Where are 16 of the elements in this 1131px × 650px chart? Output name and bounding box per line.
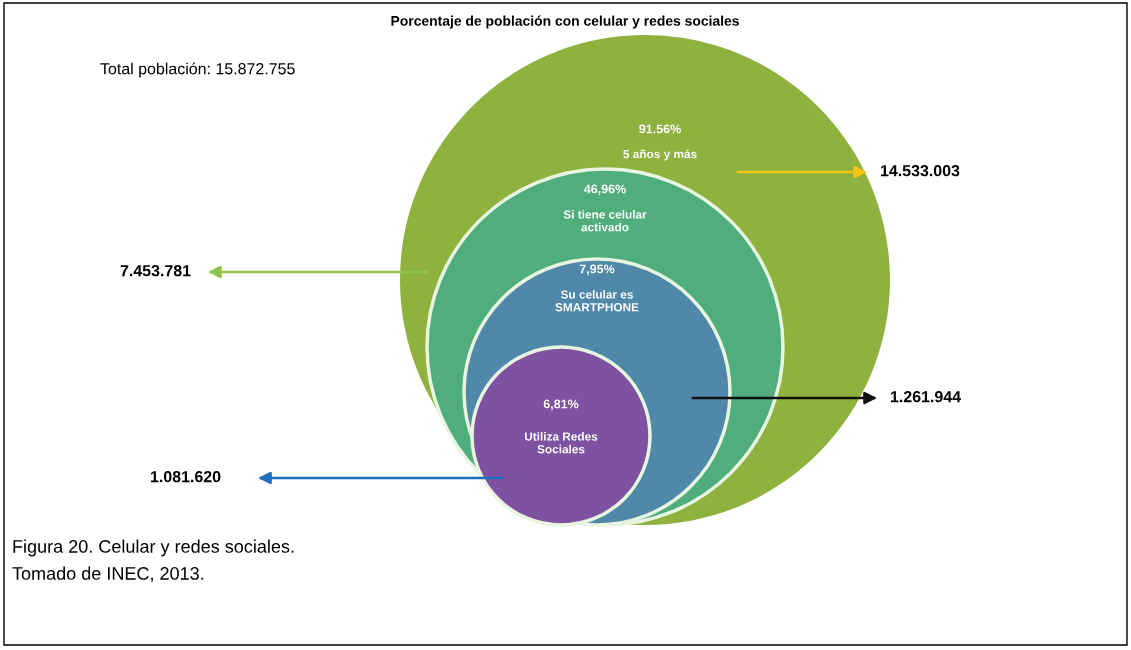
category-label: Si tiene celular activado (563, 210, 647, 232)
category-label: Su celular es SMARTPHONE (555, 290, 639, 312)
data-label: 91.56% (639, 124, 681, 134)
text: Total población: 15.872.755 (100, 62, 295, 78)
text: 1.261.944 (891, 390, 961, 403)
category-label: 5 años y más (623, 149, 697, 161)
text: Figura 20. Celular y redes sociales. (13, 539, 294, 557)
data-label: 46,96% (583, 184, 626, 196)
data-label: 7,95% (579, 264, 615, 276)
text: 1.081.620 (151, 470, 221, 483)
text: Tomado de INEC, 2013. (12, 566, 204, 582)
text: 14.533.003 (881, 164, 960, 177)
text: 7.453.781 (120, 264, 191, 277)
category-label: Utiliza Redes Sociales (524, 432, 598, 454)
text: Porcentaje de población con celular y redes sociales (391, 15, 739, 29)
data-label: 6,81% (543, 399, 579, 411)
